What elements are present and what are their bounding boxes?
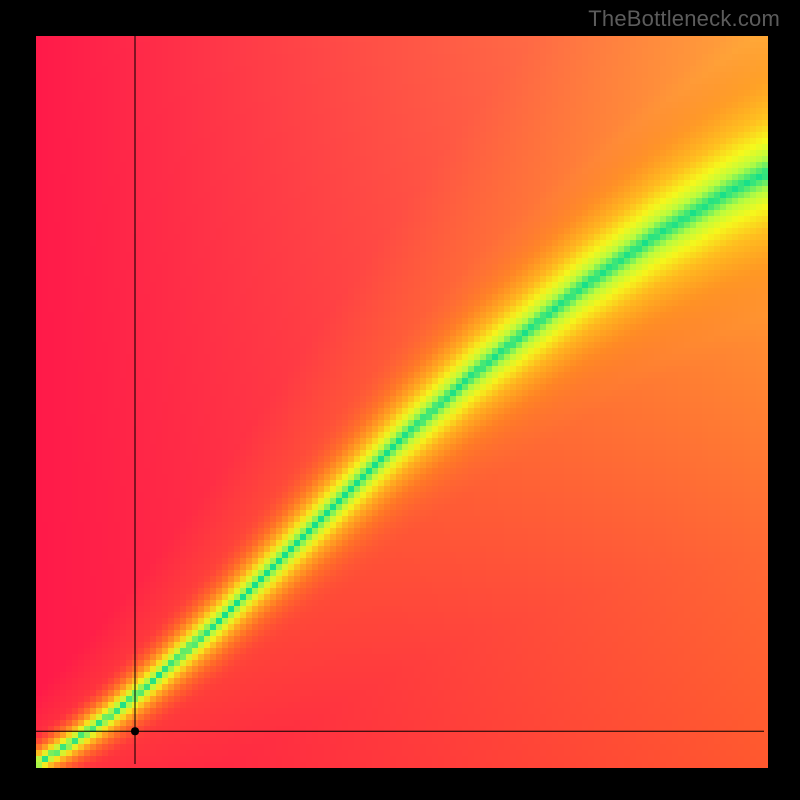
bottleneck-heatmap bbox=[0, 0, 800, 800]
watermark-text: TheBottleneck.com bbox=[588, 6, 780, 32]
